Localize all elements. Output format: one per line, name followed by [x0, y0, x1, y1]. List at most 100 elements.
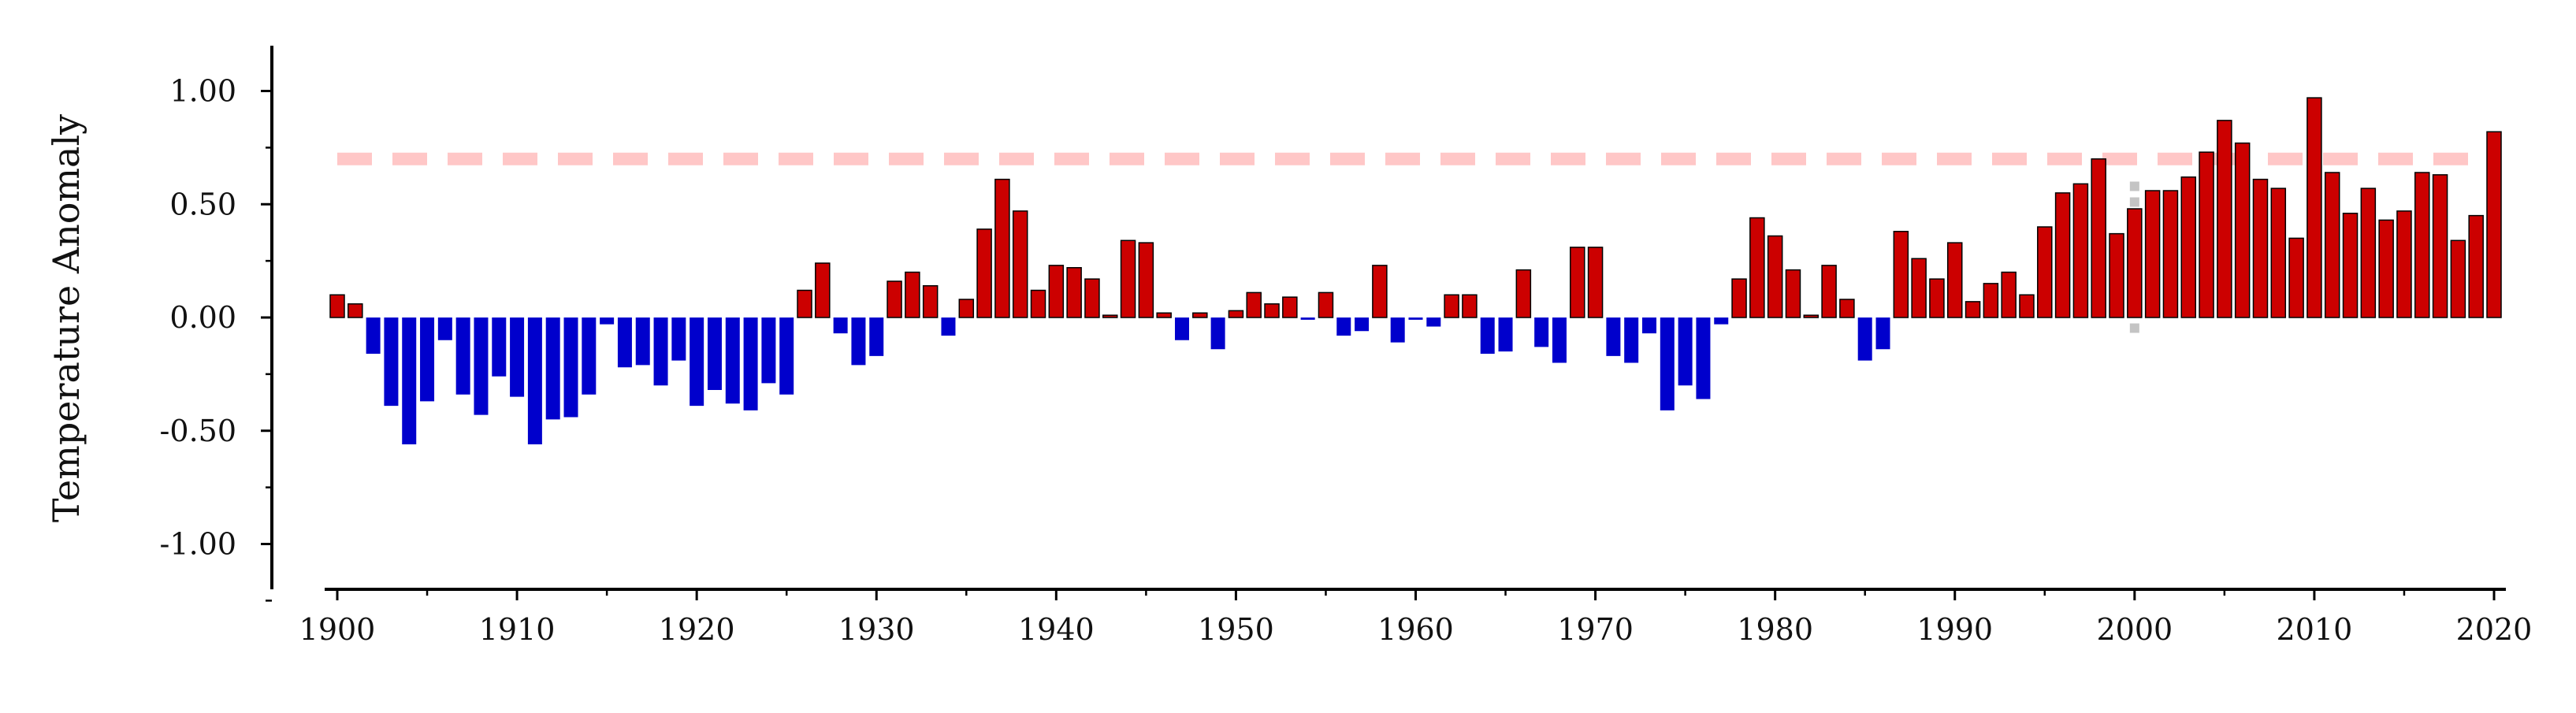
bar-1964: [1480, 318, 1495, 354]
x-tick-label: 1980: [1737, 612, 1813, 647]
bar-1917: [635, 318, 650, 366]
bar-1989: [1929, 278, 1945, 318]
bar-1915: [600, 318, 615, 325]
bar-1950: [1228, 310, 1244, 318]
bar-1921: [707, 318, 722, 390]
bar-1901: [348, 303, 363, 318]
x-tick-label: 1910: [479, 612, 556, 647]
bar-1908: [474, 318, 489, 415]
bar-1958: [1372, 265, 1388, 318]
x-tick-label: 1940: [1018, 612, 1095, 647]
bar-1944: [1120, 240, 1136, 318]
y-ticks: -1.00 -0.50 0.00 0.50 1.00: [160, 74, 272, 602]
bar-1952: [1264, 303, 1280, 318]
y-axis-title: Temperature Anomaly: [45, 114, 87, 522]
bar-1924: [761, 318, 776, 384]
bar-1968: [1552, 318, 1567, 363]
bar-1972: [1624, 318, 1639, 363]
bar-2012: [2342, 213, 2359, 318]
bar-1978: [1731, 278, 1747, 318]
bar-1988: [1911, 258, 1927, 318]
bar-1975: [1678, 318, 1693, 386]
bar-1974: [1660, 318, 1675, 410]
bar-1985: [1857, 318, 1872, 361]
bar-1927: [815, 262, 831, 318]
bar-1929: [851, 318, 866, 366]
x-tick-label: 1990: [1916, 612, 1993, 647]
bar-1981: [1785, 269, 1801, 318]
x-ticks: 1900 1910 1920 1930 1940 1950 1960 1970 1980 1990…: [299, 589, 2533, 647]
y-tick-label: -0.50: [160, 414, 236, 448]
bar-1990: [1947, 242, 1963, 318]
bar-1900: [329, 294, 345, 318]
bar-1930: [869, 318, 884, 356]
bar-1910: [510, 318, 525, 397]
x-tick-label: 1960: [1377, 612, 1454, 647]
bar-1979: [1749, 217, 1765, 318]
bar-1933: [922, 285, 939, 318]
bar-1961: [1426, 318, 1441, 327]
bar-2006: [2234, 142, 2251, 318]
bar-1992: [1983, 283, 1999, 318]
x-tick-label: 1950: [1198, 612, 1274, 647]
bar-1925: [779, 318, 794, 395]
bar-1923: [743, 318, 758, 410]
bar-1956: [1336, 318, 1351, 336]
bar-1932: [905, 271, 920, 318]
bar-1916: [617, 318, 632, 368]
bar-1980: [1767, 235, 1783, 318]
bar-1913: [563, 318, 578, 418]
bar-1963: [1462, 294, 1478, 318]
bar-1905: [420, 318, 435, 402]
bar-2007: [2252, 178, 2269, 318]
y-tick-label: 0.00: [169, 300, 236, 335]
bar-1903: [384, 318, 399, 407]
bar-1926: [797, 289, 812, 318]
bar-2014: [2378, 219, 2394, 318]
bar-1902: [366, 318, 381, 354]
bar-1953: [1282, 296, 1298, 318]
bar-1999: [2109, 232, 2124, 318]
bar-2020: [2486, 131, 2502, 318]
bar-1983: [1821, 265, 1837, 318]
bar-2011: [2324, 172, 2340, 318]
bar-1951: [1246, 292, 1262, 318]
bar-2009: [2288, 237, 2304, 318]
bars: [329, 97, 2502, 444]
x-tick-label: 1930: [838, 612, 915, 647]
y-tick-label: -1.00: [160, 527, 236, 562]
bar-1947: [1174, 318, 1189, 340]
bar-1911: [527, 318, 542, 444]
bar-1912: [545, 318, 560, 420]
bar-1954: [1300, 318, 1315, 320]
bar-2010: [2307, 97, 2322, 318]
bar-1946: [1156, 312, 1172, 318]
bar-1998: [2091, 158, 2106, 318]
bar-1993: [2001, 271, 2017, 318]
bar-1948: [1192, 312, 1208, 318]
bar-1960: [1408, 318, 1423, 320]
bar-1949: [1210, 318, 1225, 350]
bar-1940: [1048, 265, 1065, 318]
y-tick-label: 1.00: [169, 74, 236, 109]
x-tick-label: 1900: [299, 612, 376, 647]
bar-1973: [1642, 318, 1657, 334]
x-tick-label: 2000: [2096, 612, 2173, 647]
bar-2018: [2450, 240, 2466, 318]
bar-1995: [2037, 226, 2053, 318]
bar-1976: [1696, 318, 1711, 399]
bar-1957: [1355, 318, 1370, 332]
bar-1931: [887, 280, 902, 318]
bar-1971: [1606, 318, 1621, 356]
bar-1962: [1444, 294, 1459, 318]
x-tick-label: 2010: [2277, 612, 2353, 647]
bar-1977: [1714, 318, 1729, 325]
bar-1928: [833, 318, 848, 334]
bar-1967: [1534, 318, 1549, 347]
x-tick-label: 2020: [2456, 612, 2533, 647]
y-tick-label: 0.50: [169, 187, 236, 221]
bar-1987: [1893, 231, 1909, 318]
bar-1938: [1012, 210, 1028, 318]
